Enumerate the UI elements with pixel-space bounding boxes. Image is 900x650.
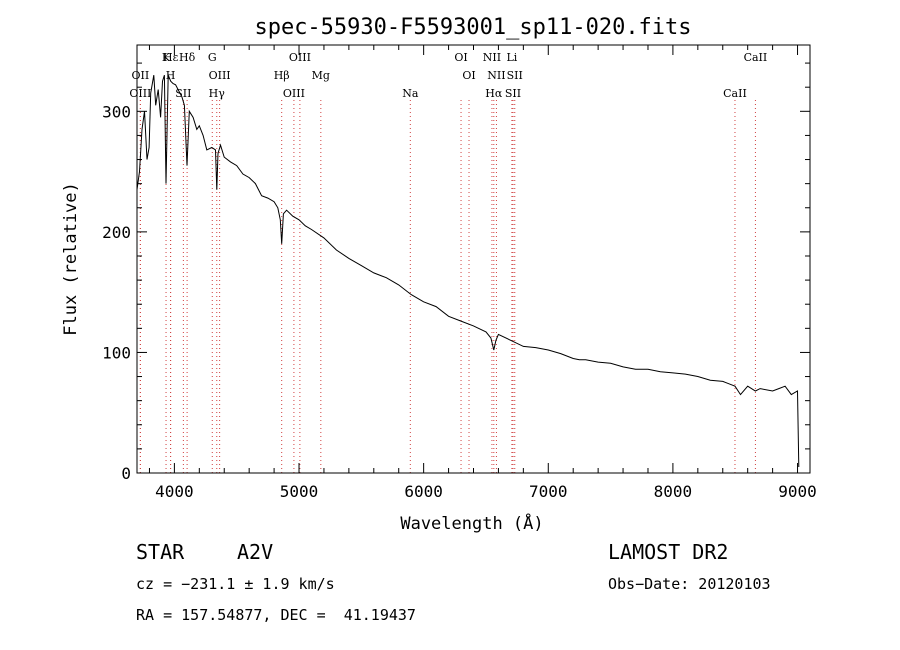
line-label: OI xyxy=(462,69,475,82)
line-label: SII xyxy=(505,87,521,100)
line-label: CaII xyxy=(723,87,747,100)
y-axis-label: Flux (relative) xyxy=(61,182,81,336)
chart-title: spec-55930-F5593001_sp11-020.fits xyxy=(254,15,691,40)
survey-name: LAMOST DR2 xyxy=(608,540,729,564)
line-label: CaII xyxy=(744,51,768,64)
object-subclass: A2V xyxy=(237,540,274,564)
line-label: Hδ xyxy=(179,51,196,64)
line-label: NII xyxy=(483,51,501,64)
x-tick-label: 7000 xyxy=(529,482,568,501)
line-label: H xyxy=(166,69,176,82)
x-tick-label: 6000 xyxy=(404,482,443,501)
line-label: Hγ xyxy=(209,87,226,100)
x-axis: 4000 5000 6000 7000 8000 9000 xyxy=(148,45,817,501)
redshift-velocity: cz = −231.1 ± 1.9 km/s xyxy=(136,575,335,593)
line-label: Hβ xyxy=(274,69,290,82)
marker-lines xyxy=(139,100,756,473)
line-label: OII xyxy=(132,69,150,82)
line-label: SII xyxy=(507,69,523,82)
line-label: OIII xyxy=(209,69,231,82)
line-label: OI xyxy=(454,51,467,64)
coordinates: RA = 157.54877, DEC = 41.19437 xyxy=(136,606,416,624)
line-label: Hε xyxy=(163,51,179,64)
spectrum-line xyxy=(136,74,800,468)
line-label: Li xyxy=(506,51,517,64)
y-tick-label: 100 xyxy=(102,343,131,362)
line-label: SII xyxy=(175,87,191,100)
y-tick-label: 200 xyxy=(102,223,131,242)
line-label: OIII xyxy=(289,51,311,64)
x-axis-label: Wavelength (Å) xyxy=(400,512,543,534)
x-tick-label: 4000 xyxy=(155,482,194,501)
y-tick-label: 300 xyxy=(102,102,131,121)
line-label: G xyxy=(208,51,217,64)
line-label: Hα xyxy=(485,87,503,100)
line-labels: HεOIIOIIIKHSIIHδOIIIHγGHβOIIIOIIIMgNaOIO… xyxy=(129,51,767,100)
plot-frame xyxy=(136,44,811,474)
x-tick-label: 9000 xyxy=(778,482,817,501)
y-axis: 0 100 200 300 xyxy=(102,62,810,483)
observation-date: Obs−Date: 20120103 xyxy=(608,575,771,593)
y-tick-label: 0 xyxy=(121,464,131,483)
line-label: OIII xyxy=(283,87,305,100)
line-label: K xyxy=(162,51,171,64)
line-label: OIII xyxy=(129,87,151,100)
line-label: NII xyxy=(487,69,505,82)
x-tick-label: 8000 xyxy=(654,482,693,501)
line-label: Na xyxy=(402,87,419,100)
line-label: Mg xyxy=(312,69,330,82)
x-tick-label: 5000 xyxy=(280,482,319,501)
object-class: STAR xyxy=(136,540,185,564)
